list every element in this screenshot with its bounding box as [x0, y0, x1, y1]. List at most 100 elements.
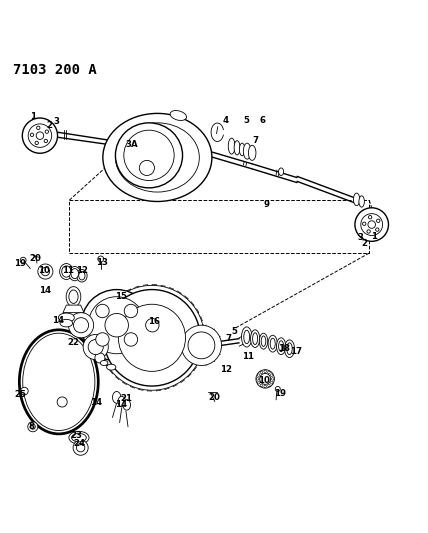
Ellipse shape: [285, 340, 294, 358]
Text: 10: 10: [38, 266, 50, 275]
Circle shape: [28, 422, 38, 432]
Ellipse shape: [253, 333, 258, 344]
Text: 2: 2: [47, 122, 53, 131]
Circle shape: [81, 289, 152, 361]
Circle shape: [28, 124, 52, 148]
Ellipse shape: [234, 141, 240, 155]
Text: 3: 3: [54, 117, 60, 126]
Ellipse shape: [354, 193, 360, 206]
Circle shape: [95, 353, 105, 363]
Text: 21: 21: [120, 394, 132, 403]
Ellipse shape: [116, 123, 182, 188]
Circle shape: [275, 386, 280, 392]
Text: 19: 19: [274, 389, 286, 398]
Ellipse shape: [248, 146, 256, 160]
Ellipse shape: [276, 338, 286, 354]
Text: 12: 12: [220, 365, 232, 374]
Circle shape: [369, 215, 372, 219]
Ellipse shape: [118, 397, 125, 407]
Circle shape: [355, 208, 389, 241]
Circle shape: [377, 219, 380, 222]
Text: 13: 13: [95, 258, 107, 267]
Text: 20: 20: [208, 393, 220, 402]
Circle shape: [88, 340, 103, 354]
Text: 1: 1: [30, 112, 36, 121]
Circle shape: [363, 222, 366, 225]
Ellipse shape: [66, 287, 81, 307]
Text: 19: 19: [14, 259, 26, 268]
Ellipse shape: [107, 364, 116, 370]
Ellipse shape: [124, 130, 174, 181]
Circle shape: [256, 370, 274, 388]
Ellipse shape: [79, 271, 85, 280]
Text: 14: 14: [89, 398, 102, 407]
Text: 6: 6: [259, 116, 265, 125]
Text: 7: 7: [252, 136, 258, 145]
Ellipse shape: [123, 400, 131, 410]
Circle shape: [88, 297, 145, 354]
Circle shape: [44, 139, 48, 143]
Circle shape: [73, 440, 88, 455]
Circle shape: [181, 325, 222, 366]
Ellipse shape: [279, 341, 284, 352]
Circle shape: [45, 130, 48, 133]
Ellipse shape: [244, 330, 250, 344]
Circle shape: [37, 126, 40, 130]
Circle shape: [260, 374, 270, 384]
Text: 3: 3: [357, 233, 363, 243]
Ellipse shape: [103, 114, 212, 201]
Text: 22: 22: [68, 338, 80, 348]
Circle shape: [99, 285, 204, 390]
Ellipse shape: [77, 270, 87, 282]
Text: 17: 17: [290, 347, 302, 356]
Text: 18: 18: [279, 344, 291, 353]
Ellipse shape: [259, 333, 268, 349]
Text: 3A: 3A: [126, 140, 139, 149]
Ellipse shape: [279, 168, 284, 175]
Circle shape: [83, 334, 108, 360]
Text: 16: 16: [149, 317, 160, 326]
Circle shape: [36, 132, 44, 140]
Circle shape: [104, 289, 200, 386]
Circle shape: [20, 257, 26, 263]
Circle shape: [22, 118, 57, 154]
Circle shape: [140, 160, 155, 175]
Ellipse shape: [244, 143, 251, 159]
Circle shape: [41, 268, 50, 276]
Circle shape: [124, 333, 138, 346]
Ellipse shape: [19, 329, 98, 434]
Circle shape: [96, 333, 109, 346]
Ellipse shape: [113, 392, 121, 403]
Circle shape: [21, 387, 28, 395]
Ellipse shape: [60, 319, 73, 327]
Ellipse shape: [71, 269, 78, 279]
Ellipse shape: [71, 433, 86, 442]
Ellipse shape: [268, 335, 277, 352]
Text: 14: 14: [52, 316, 64, 325]
Ellipse shape: [239, 143, 245, 156]
Ellipse shape: [228, 138, 235, 154]
Ellipse shape: [241, 327, 252, 347]
Circle shape: [188, 332, 215, 359]
Circle shape: [376, 228, 379, 231]
Text: 14: 14: [39, 286, 51, 295]
Circle shape: [68, 313, 94, 338]
Text: 23: 23: [71, 431, 83, 440]
Circle shape: [74, 318, 89, 333]
Circle shape: [119, 304, 185, 372]
Ellipse shape: [359, 196, 364, 207]
Ellipse shape: [62, 266, 71, 277]
Circle shape: [98, 256, 104, 262]
Text: 9: 9: [263, 200, 270, 209]
Ellipse shape: [69, 266, 80, 281]
Circle shape: [30, 133, 34, 136]
Circle shape: [124, 304, 138, 318]
Text: 1: 1: [371, 232, 377, 241]
Circle shape: [35, 141, 39, 144]
Ellipse shape: [250, 330, 260, 348]
Circle shape: [361, 214, 383, 236]
Text: 5: 5: [244, 116, 250, 125]
Text: 5: 5: [231, 327, 237, 336]
Text: 4: 4: [223, 116, 229, 125]
Circle shape: [141, 313, 164, 337]
